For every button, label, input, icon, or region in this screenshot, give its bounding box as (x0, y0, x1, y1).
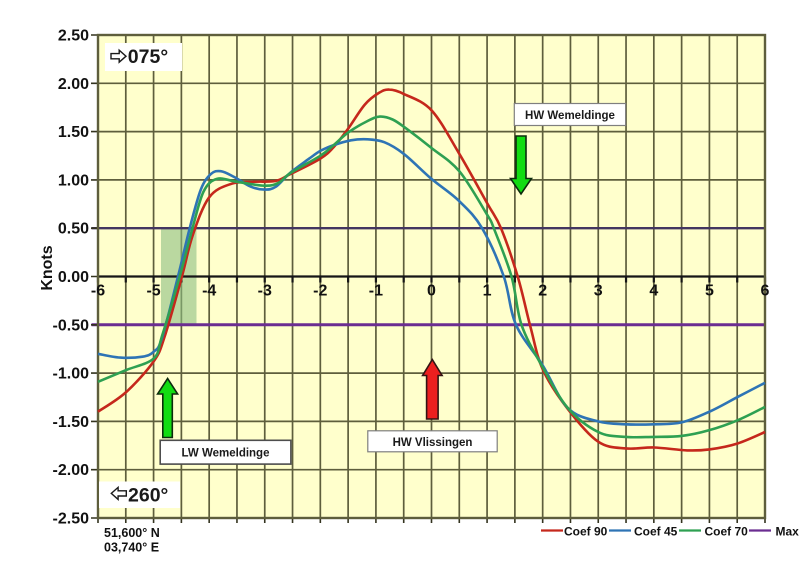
svg-text:Max: Max (776, 525, 800, 539)
svg-text:-2.50: -2.50 (53, 511, 90, 528)
svg-text:1: 1 (483, 283, 492, 300)
svg-text:-1: -1 (369, 283, 383, 300)
svg-text:-6: -6 (91, 283, 105, 300)
svg-text:HW Vlissingen: HW Vlissingen (393, 437, 473, 449)
svg-text:-0.50: -0.50 (53, 317, 90, 334)
svg-text:-4: -4 (202, 283, 216, 300)
svg-text:2.50: 2.50 (58, 28, 89, 45)
svg-text:-2: -2 (313, 283, 327, 300)
svg-text:2: 2 (538, 283, 547, 300)
svg-text:0: 0 (427, 283, 436, 300)
svg-text:2.00: 2.00 (58, 76, 89, 93)
svg-text:-1.00: -1.00 (53, 366, 90, 383)
svg-text:5: 5 (705, 283, 714, 300)
svg-text:1.00: 1.00 (58, 172, 89, 189)
svg-text:HW Wemeldinge: HW Wemeldinge (525, 110, 615, 122)
svg-text:03,740° E: 03,740° E (104, 541, 159, 555)
svg-text:0.00: 0.00 (58, 269, 89, 286)
svg-text:LW Wemeldinge: LW Wemeldinge (182, 448, 270, 460)
svg-text:075°: 075° (128, 46, 168, 68)
svg-text:-5: -5 (146, 283, 160, 300)
svg-text:3: 3 (594, 283, 603, 300)
svg-text:1.50: 1.50 (58, 124, 89, 141)
svg-text:Coef 70: Coef 70 (705, 525, 749, 539)
svg-text:51,600° N: 51,600° N (104, 526, 160, 540)
svg-text:6: 6 (761, 283, 770, 300)
svg-text:0.50: 0.50 (58, 221, 89, 238)
svg-text:-3: -3 (258, 283, 272, 300)
svg-text:-2.00: -2.00 (53, 462, 90, 479)
svg-text:Coef 90: Coef 90 (564, 525, 608, 539)
svg-text:260°: 260° (128, 485, 168, 507)
svg-text:-1.50: -1.50 (53, 414, 90, 431)
svg-text:Knots: Knots (39, 245, 56, 290)
svg-text:Coef 45: Coef 45 (634, 525, 678, 539)
svg-text:4: 4 (649, 283, 658, 300)
